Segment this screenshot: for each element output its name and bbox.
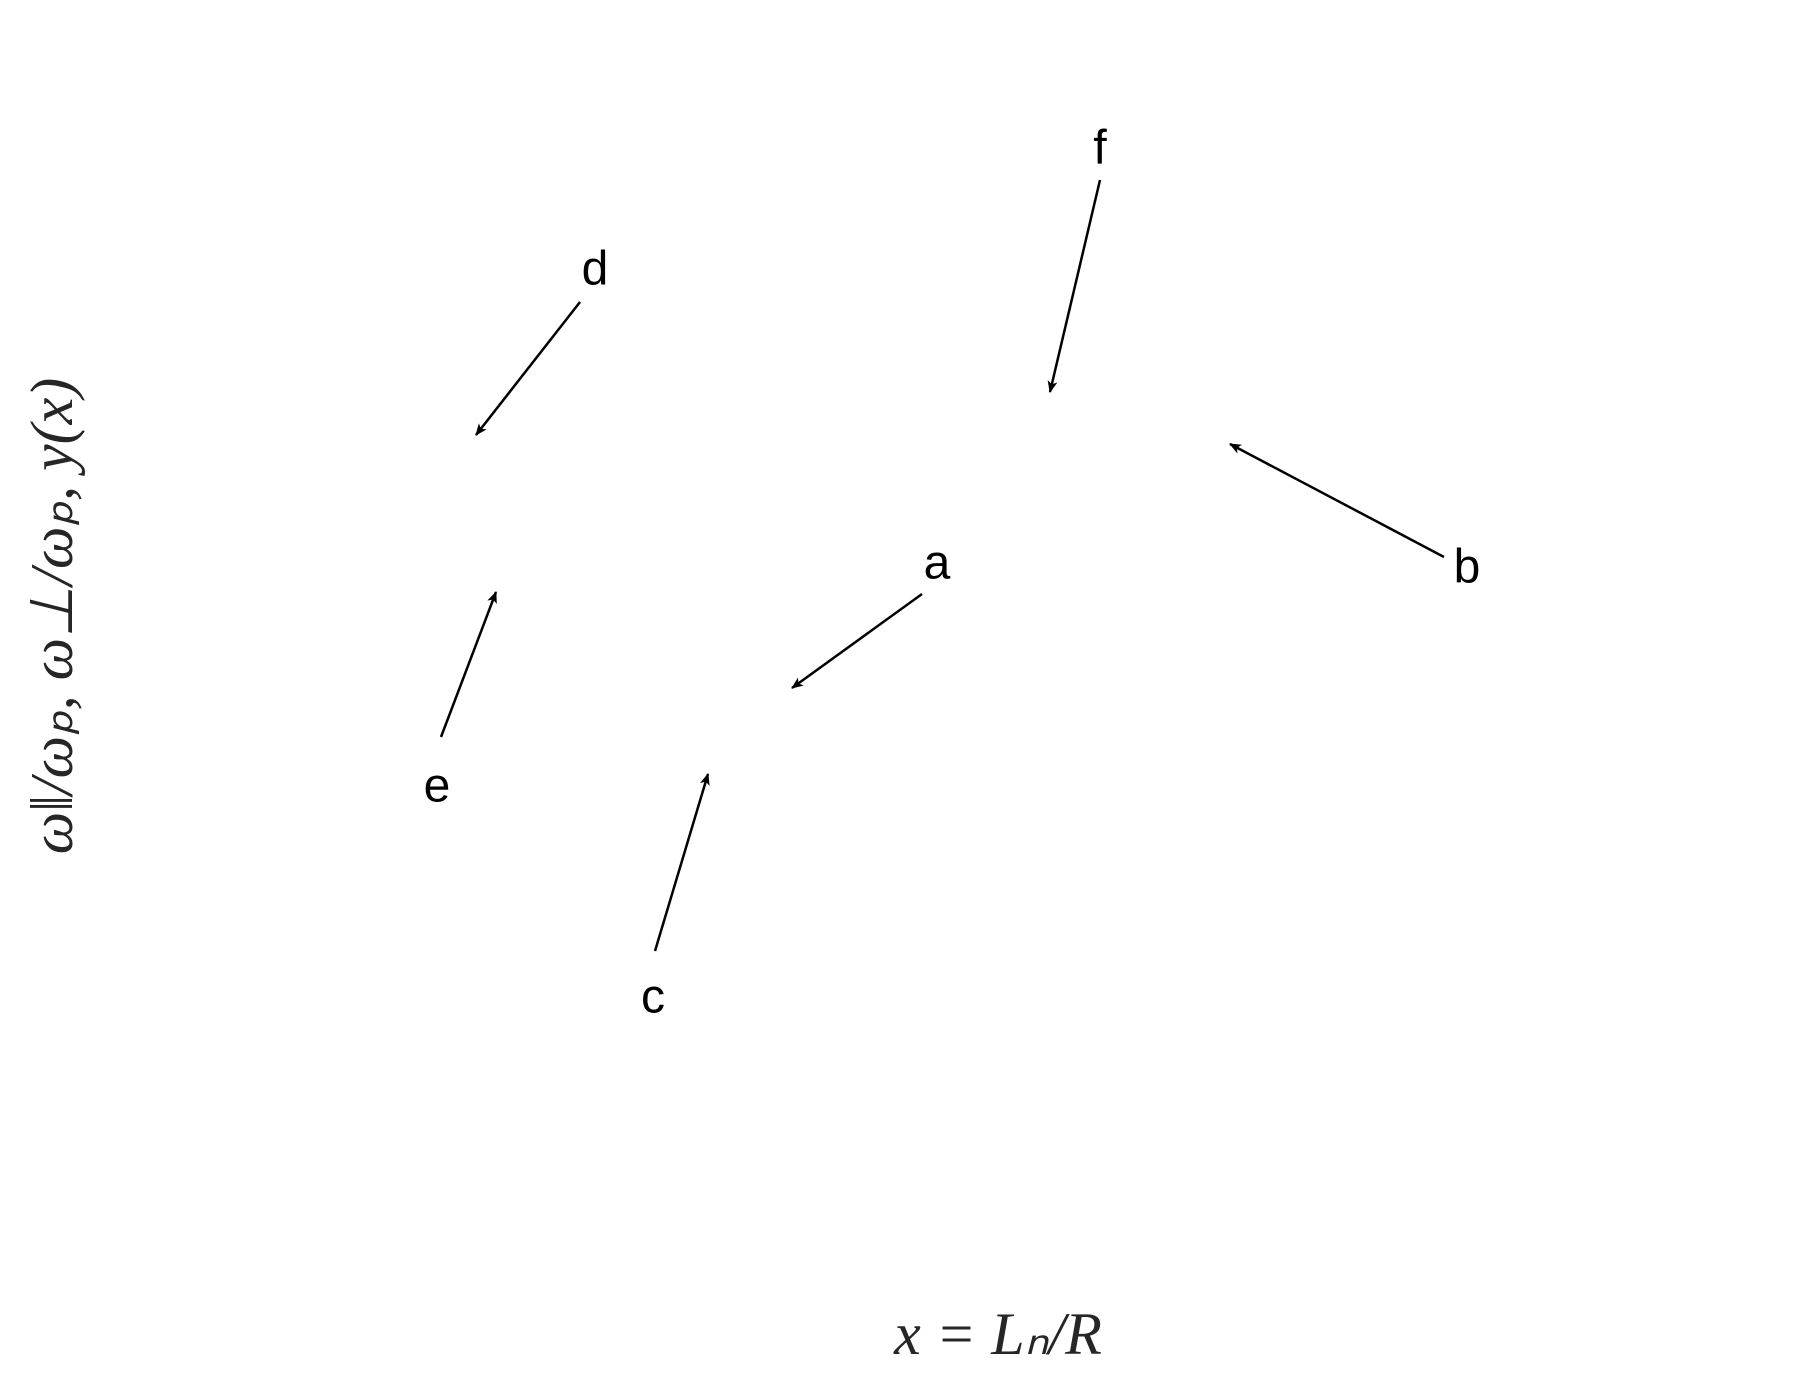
annotations: a b c d e f <box>424 122 1481 1024</box>
y-axis-label: ω‖/ωₚ, ω⊥/ωₚ, y(x) <box>19 378 85 855</box>
annotation: d <box>582 243 609 296</box>
arrow <box>653 773 710 952</box>
annotation: c <box>641 971 665 1024</box>
arrow <box>439 591 498 738</box>
annotation: e <box>424 760 451 813</box>
annotation: f <box>1093 122 1107 175</box>
arrow <box>1047 179 1102 393</box>
annotation: b <box>1454 541 1481 594</box>
arrow <box>791 592 923 690</box>
arrow <box>1229 442 1445 559</box>
arrow <box>475 301 581 436</box>
annotation: a <box>924 537 951 590</box>
x-axis-label: x = Lₙ/R <box>893 1301 1102 1367</box>
